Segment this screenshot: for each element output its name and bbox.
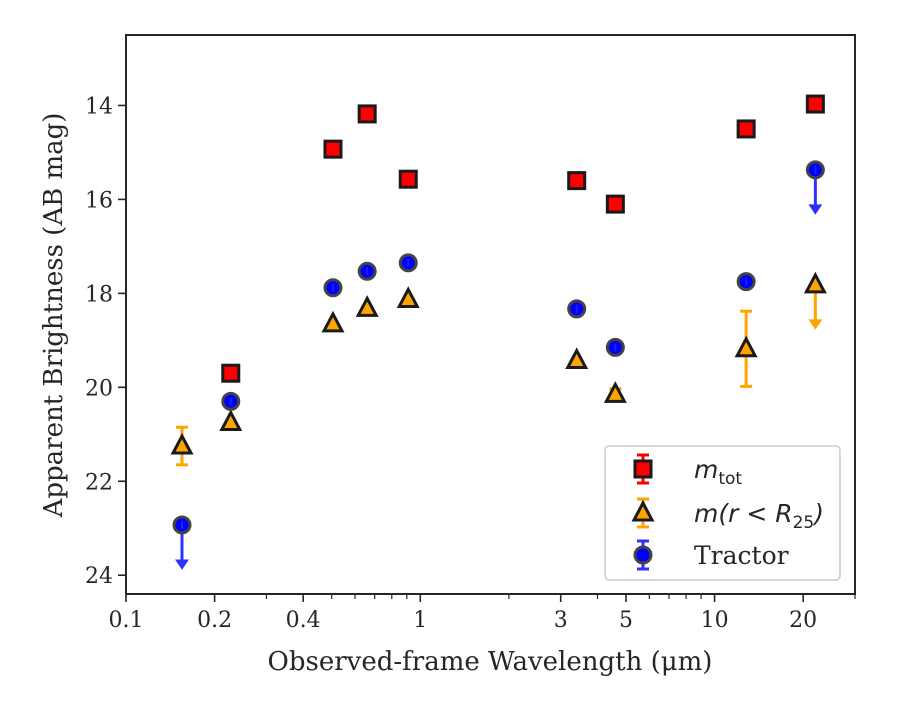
ticks-layer: 0.1 0.2 0.4 1 3 5 10 20 14 16 18 20 22 24 <box>85 94 856 633</box>
series-m_tot <box>221 94 825 383</box>
legend-marker <box>633 545 653 565</box>
limit-arrow-head <box>808 204 823 215</box>
plot-frame <box>125 34 856 595</box>
y-tick-label: 16 <box>85 188 113 213</box>
y-tick-label: 18 <box>85 282 113 307</box>
legend: mtot m(r < R25) Tractor <box>604 445 841 581</box>
legend-label-main: m <box>694 455 718 484</box>
x-tick-label: 3 <box>554 608 568 633</box>
legend-label-main: Tractor <box>694 541 789 570</box>
legend-label: m(r < R25) <box>694 499 824 533</box>
limit-arrow-head <box>808 319 823 330</box>
x-tick-label: 5 <box>619 608 633 633</box>
legend-box <box>604 445 841 581</box>
legend-label-main: m(r < R <box>694 499 793 528</box>
limit-arrow-head <box>175 559 189 570</box>
x-axis-label: Observed-frame Wavelength (μm) <box>268 647 713 677</box>
legend-label-sub: tot <box>718 469 742 489</box>
y-tick-label: 22 <box>85 470 113 495</box>
y-tick-label: 24 <box>85 564 113 589</box>
legend-label-sub: 25 <box>793 513 815 533</box>
x-tick-label: 0.2 <box>197 608 232 633</box>
x-tick-label: 0.4 <box>286 608 321 633</box>
legend-label: mtot <box>694 455 742 489</box>
series-layer <box>170 94 827 570</box>
legend-marker <box>633 459 653 479</box>
x-tick-label: 1 <box>413 608 427 633</box>
legend-label: Tractor <box>694 541 789 570</box>
x-tick-label: 20 <box>789 608 817 633</box>
legend-marker <box>631 499 655 522</box>
series-m_r25 <box>170 271 827 467</box>
y-tick-label: 20 <box>85 376 113 401</box>
series-tractor <box>172 160 825 570</box>
y-axis-label: Apparent Brightness (AB mag) <box>39 113 69 519</box>
legend-label-rest: ) <box>812 499 824 528</box>
x-tick-label: 10 <box>701 608 729 633</box>
x-tick-label: 0.1 <box>109 608 144 633</box>
y-tick-label: 14 <box>85 94 113 119</box>
